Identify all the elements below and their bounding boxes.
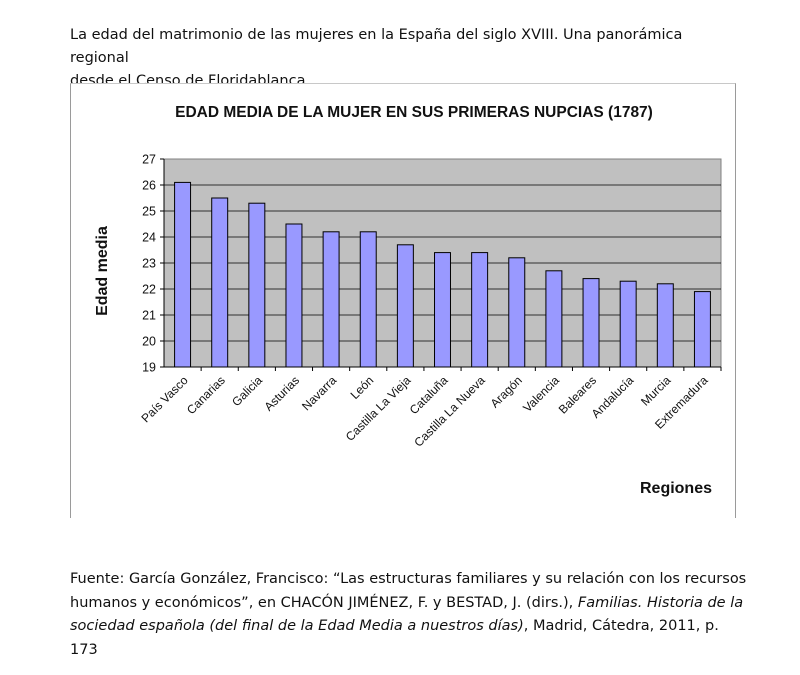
source-text-2: , Madrid, Cátedra, 2011, p. 173 xyxy=(70,618,719,658)
bar xyxy=(619,280,637,368)
chart-frame: EDAD MEDIA DE LA MUJER EN SUS PRIMERAS N… xyxy=(70,83,736,518)
x-axis-label: Regiones xyxy=(640,480,712,497)
category-label: Canarias xyxy=(184,373,228,417)
bar-chart: EDAD MEDIA DE LA MUJER EN SUS PRIMERAS N… xyxy=(94,104,722,497)
category-label: Valencia xyxy=(520,373,562,415)
bar xyxy=(211,197,229,368)
category-label: Castilla La Nueva xyxy=(411,373,488,450)
bar xyxy=(656,283,674,368)
bar xyxy=(508,257,526,368)
source-citation: Fuente: García González, Francisco: “Las… xyxy=(70,568,750,662)
y-tick-label: 21 xyxy=(142,309,156,323)
bar xyxy=(582,278,600,368)
bar xyxy=(396,244,414,368)
y-tick-label: 19 xyxy=(142,361,156,375)
y-tick-label: 22 xyxy=(142,283,156,297)
category-label: Galicia xyxy=(229,373,265,409)
bar xyxy=(285,223,303,368)
y-tick-label: 26 xyxy=(142,179,156,193)
bar xyxy=(434,252,451,368)
bar xyxy=(693,291,711,368)
bar xyxy=(174,181,192,368)
category-label: Murcia xyxy=(638,373,674,409)
category-label: País Vasco xyxy=(138,373,190,425)
y-tick-label: 25 xyxy=(142,205,156,219)
bar xyxy=(471,252,489,368)
source-text-1: Fuente: García González, Francisco: “Las… xyxy=(70,571,747,611)
source-book-title: Familias. Historia de la sociedad españo… xyxy=(70,594,744,635)
bar xyxy=(248,202,266,368)
heading-line-1: La edad del matrimonio de las mujeres en… xyxy=(70,27,683,66)
y-tick-label: 27 xyxy=(142,153,156,167)
y-tick-label: 24 xyxy=(142,231,156,245)
category-label: León xyxy=(348,373,377,402)
category-label: Navarra xyxy=(299,373,339,413)
y-tick-label: 20 xyxy=(142,335,156,349)
bar xyxy=(322,231,340,368)
chart-title: EDAD MEDIA DE LA MUJER EN SUS PRIMERAS N… xyxy=(175,104,653,121)
category-label: Castilla La Vieja xyxy=(343,373,414,444)
category-label: Asturias xyxy=(262,373,303,414)
bar xyxy=(359,231,377,368)
bar xyxy=(545,270,563,368)
y-axis-label: Edad media xyxy=(94,226,111,316)
y-tick-label: 23 xyxy=(142,257,156,271)
